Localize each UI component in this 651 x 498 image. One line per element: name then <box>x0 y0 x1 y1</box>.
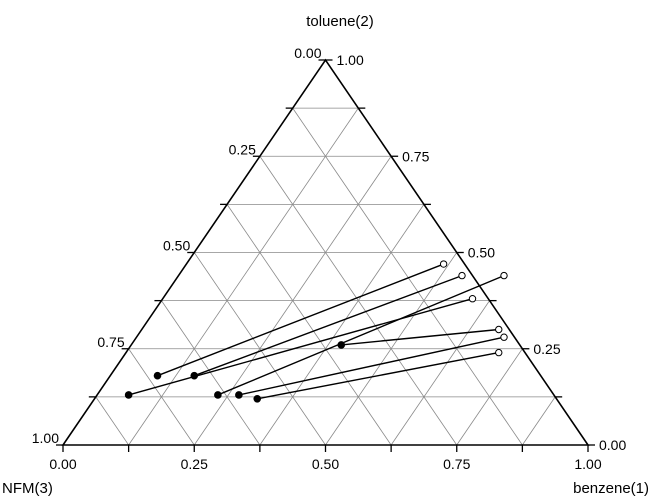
extract-point <box>337 341 346 349</box>
right-tick-label: 1.00 <box>337 52 364 68</box>
grid-line <box>259 204 425 446</box>
right-component-label: benzene(1) <box>573 480 649 497</box>
tie-line <box>341 328 499 346</box>
raffinate-point <box>439 260 448 268</box>
tie-lines <box>124 260 508 403</box>
tie-line <box>194 274 463 377</box>
grid-line <box>456 348 523 446</box>
raffinate-point <box>458 271 466 280</box>
extract-point <box>253 395 262 403</box>
right-tick-label: 0.25 <box>533 341 560 357</box>
bottom-tick-label: 0.00 <box>49 456 76 472</box>
extract-point <box>124 391 133 399</box>
left-tick-label: 1.00 <box>32 430 59 446</box>
grid-line <box>128 348 195 446</box>
tie-line <box>128 298 473 396</box>
tick-labels: 0.00 0.25 0.50 0.75 1.00 0.00 0.25 0.50 0.75 1.00… <box>32 45 627 472</box>
raffinate-point <box>468 295 477 303</box>
tie-line <box>238 336 505 396</box>
right-tick-label: 0.50 <box>468 245 495 261</box>
extract-point <box>235 391 243 399</box>
top-component-label: toluene(2) <box>306 13 374 30</box>
grid-line <box>292 107 523 446</box>
grid-line <box>390 300 490 446</box>
bottom-tick-label: 0.75 <box>443 456 470 472</box>
left-tick-label: 0.25 <box>229 141 256 157</box>
bottom-tick-label: 1.00 <box>574 456 601 472</box>
grid-line <box>193 252 326 446</box>
tie-line <box>257 351 499 400</box>
tie-line <box>217 274 505 396</box>
bottom-tick-label: 0.25 <box>181 456 208 472</box>
axis-ticks <box>56 59 595 452</box>
left-tick-label: 0.75 <box>97 334 124 350</box>
raffinate-point <box>500 271 508 280</box>
raffinate-point <box>495 348 503 357</box>
ternary-grid <box>95 107 556 446</box>
grid-line <box>128 107 359 446</box>
grid-line <box>161 300 261 446</box>
grid-line <box>226 204 392 446</box>
extract-point <box>214 391 222 399</box>
extract-point <box>153 371 162 380</box>
left-tick-label: 0.00 <box>294 45 321 61</box>
left-tick-label: 0.50 <box>163 238 190 254</box>
right-tick-label: 0.75 <box>402 148 429 164</box>
grid-line <box>95 396 129 446</box>
bottom-tick-label: 0.50 <box>312 456 339 472</box>
left-component-label: NFM(3) <box>2 480 53 497</box>
raffinate-point <box>500 333 508 341</box>
right-tick-label: 0.00 <box>599 437 626 453</box>
grid-line <box>522 396 556 446</box>
raffinate-point <box>495 325 503 334</box>
tie-line <box>157 263 444 377</box>
grid-line <box>325 252 458 446</box>
